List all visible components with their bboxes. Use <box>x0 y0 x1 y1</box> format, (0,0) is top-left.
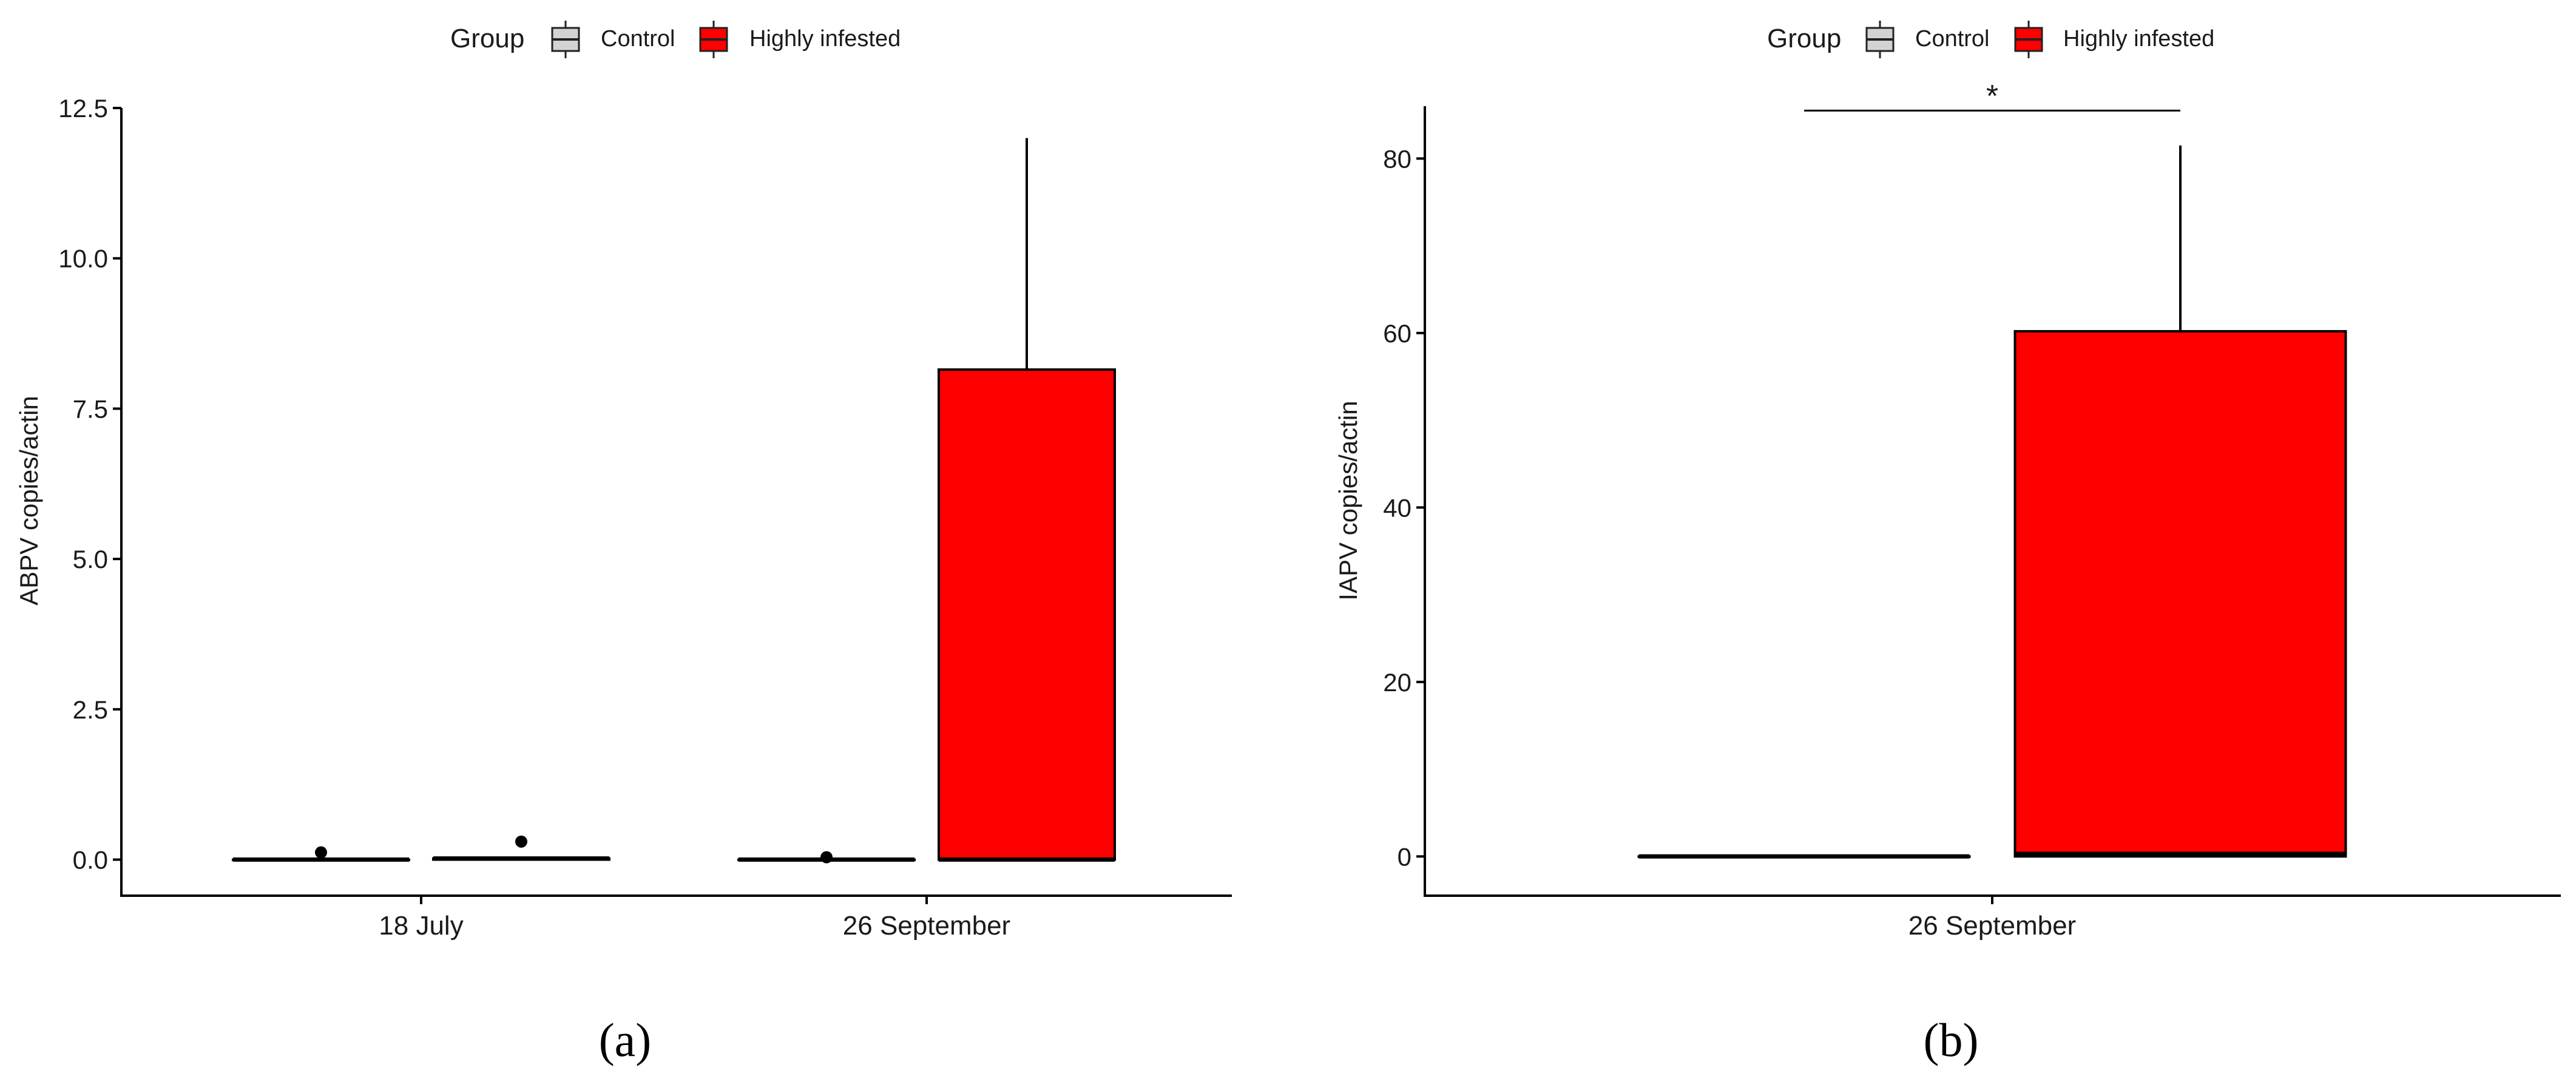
y-axis-title-a: ABPV copies/actin <box>15 396 43 606</box>
boxes-a <box>232 138 1116 864</box>
legend-key-highly-infested <box>699 21 728 58</box>
box-highly-infested <box>938 138 1116 862</box>
legend-key-highly-infested <box>2014 21 2043 58</box>
legend-label-highly-infested: Highly infested <box>2063 26 2214 52</box>
y-axis-title-b: IAPV copies/actin <box>1334 401 1362 600</box>
y-tick-label: 0 <box>1398 842 1411 871</box>
box-highly-infested <box>432 835 610 861</box>
y-tick-label: 2.5 <box>73 695 108 724</box>
y-tick-label: 40 <box>1383 493 1411 522</box>
y-ticks-b: 0 20 40 60 80 <box>1383 144 1425 871</box>
box-control <box>737 851 916 864</box>
x-tick-label: 26 September <box>843 911 1010 941</box>
box-highly-infested <box>2013 145 2347 858</box>
legend-b: Group Control Highly infested <box>1767 21 2214 58</box>
box-body <box>2013 330 2347 858</box>
y-tick-label: 12.5 <box>58 94 108 123</box>
legend-title: Group <box>1767 24 1841 53</box>
legend-label-control: Control <box>1915 26 1990 52</box>
plot-area-b: 0 20 40 60 80 26 September * IAPV copies/act… <box>1334 79 2561 941</box>
legend-a: Group Control Highly infested <box>450 21 901 58</box>
y-tick-label: 60 <box>1383 319 1411 348</box>
y-tick-label: 0.0 <box>73 846 108 874</box>
legend-label-control: Control <box>601 26 675 52</box>
legend-key-control <box>551 21 580 58</box>
plot-area-a: 0.0 2.5 5.0 7.5 10.0 12.5 18 July 26 September… <box>15 94 1232 941</box>
legend-label-highly-infested: Highly infested <box>749 26 901 52</box>
x-tick-label: 26 September <box>1908 911 2076 941</box>
legend-title: Group <box>450 24 524 53</box>
x-tick-label: 18 July <box>379 911 463 941</box>
panel-label-a: (a) <box>599 1013 652 1066</box>
panel-a: Group Control Highly infested 0.0 2.5 5.0 7… <box>15 21 1232 1066</box>
panel-label-b: (b) <box>1924 1013 1979 1066</box>
significance-label: * <box>1986 79 1998 114</box>
y-tick-label: 5.0 <box>73 545 108 573</box>
outlier-point <box>820 851 833 864</box>
box-body <box>938 368 1116 861</box>
y-tick-label: 7.5 <box>73 394 108 423</box>
legend-key-control <box>1865 21 1895 58</box>
y-tick-label: 80 <box>1383 144 1411 173</box>
x-ticks-a: 18 July 26 September <box>379 896 1010 941</box>
y-ticks-a: 0.0 2.5 5.0 7.5 10.0 12.5 <box>58 94 121 874</box>
significance-annotation: * <box>1804 79 2180 114</box>
x-ticks-b: 26 September <box>1908 896 2076 941</box>
outlier-point <box>515 835 527 848</box>
boxes-b <box>1637 145 2347 859</box>
y-tick-label: 20 <box>1383 668 1411 697</box>
outlier-point <box>315 846 327 859</box>
panel-b: Group Control Highly infested 0 20 40 60 80 … <box>1334 21 2561 1066</box>
box-control <box>232 846 410 862</box>
y-tick-label: 10.0 <box>58 245 108 273</box>
box-control <box>1637 854 1971 859</box>
